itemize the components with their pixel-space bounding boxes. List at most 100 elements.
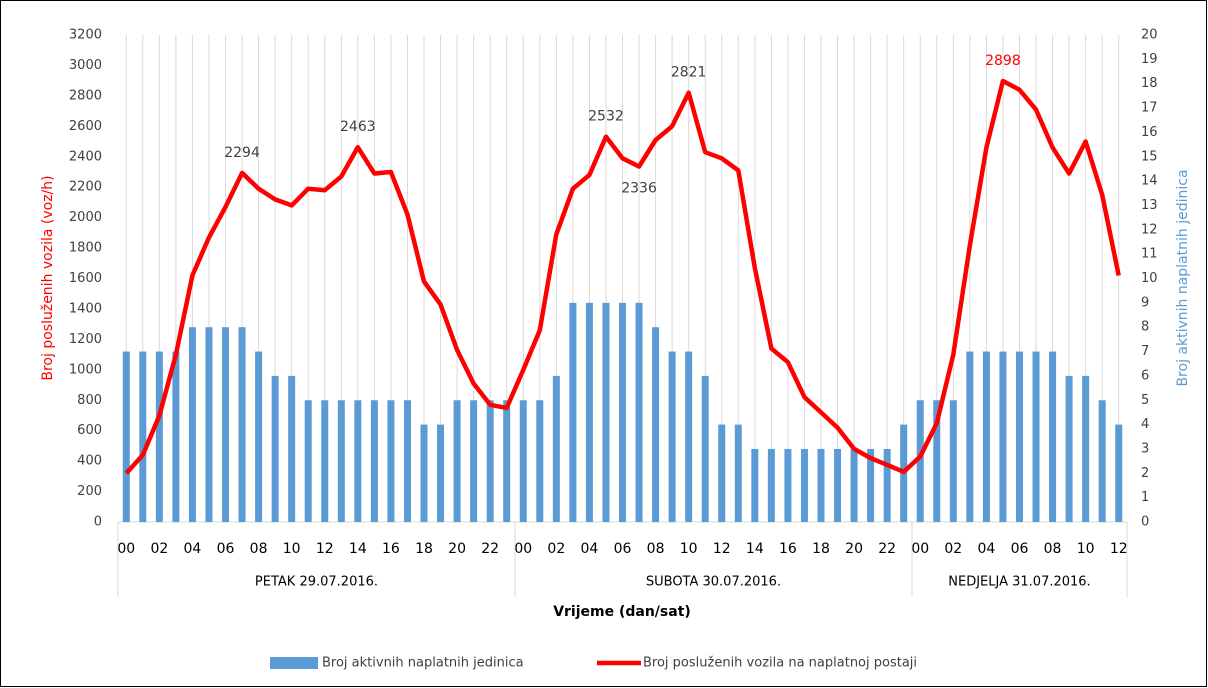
y-tick-label: 600 bbox=[77, 423, 102, 438]
group-label: SUBOTA 30.07.2016. bbox=[646, 575, 781, 590]
x-axis-title: Vrijeme (dan/sat) bbox=[553, 604, 691, 620]
x-tick-label: 04 bbox=[581, 541, 599, 557]
bar bbox=[817, 448, 825, 522]
bar bbox=[222, 327, 230, 522]
bar bbox=[602, 302, 610, 522]
bar bbox=[1082, 375, 1090, 522]
bar bbox=[619, 302, 626, 522]
bar bbox=[420, 424, 428, 522]
x-tick-label: 14 bbox=[349, 541, 367, 557]
y2-tick-label: 19 bbox=[1141, 52, 1158, 67]
y2-tick-label: 13 bbox=[1141, 198, 1158, 213]
line bbox=[124, 78, 1121, 475]
x-tick-label: 20 bbox=[845, 541, 863, 557]
y-tick-label: 2000 bbox=[69, 210, 102, 225]
y2-tick-label: 20 bbox=[1141, 28, 1158, 43]
y2-tick-label: 12 bbox=[1141, 222, 1158, 237]
bar bbox=[370, 400, 378, 522]
y2-tick-label: 8 bbox=[1141, 320, 1149, 335]
bar bbox=[933, 400, 941, 522]
x-tick-label: 08 bbox=[250, 541, 268, 557]
y2-tick-label: 1 bbox=[1141, 490, 1149, 505]
y-tick-label: 1600 bbox=[69, 271, 102, 286]
x-tick-label: 06 bbox=[217, 541, 235, 557]
bar bbox=[1015, 351, 1023, 522]
x-tick-label: 04 bbox=[977, 541, 995, 557]
bar bbox=[569, 302, 577, 522]
bar bbox=[718, 424, 726, 522]
y-tick-label: 400 bbox=[77, 454, 102, 469]
bar bbox=[155, 351, 163, 522]
data-label: 2898 bbox=[985, 53, 1021, 69]
x-tick-label: 02 bbox=[150, 541, 168, 557]
x-tick-label: 20 bbox=[448, 541, 466, 557]
bar bbox=[536, 400, 544, 522]
data-label: 2532 bbox=[588, 109, 624, 125]
data-label: 2463 bbox=[340, 119, 376, 135]
bar bbox=[337, 400, 345, 522]
bar bbox=[552, 375, 560, 522]
legend-swatch bbox=[270, 657, 318, 669]
bar bbox=[122, 351, 130, 522]
data-label: 2294 bbox=[224, 145, 260, 161]
legend-label: Broj posluženih vozila na naplatnoj post… bbox=[643, 656, 917, 671]
x-tick-label: 12 bbox=[713, 541, 731, 557]
y-tick-label: 200 bbox=[77, 484, 102, 499]
y-tick-label: 3200 bbox=[69, 28, 102, 43]
bar bbox=[883, 448, 891, 522]
x-tick-label: 14 bbox=[746, 541, 764, 557]
bar bbox=[519, 400, 527, 522]
bar bbox=[288, 375, 296, 522]
y2-tick-label: 7 bbox=[1141, 344, 1149, 359]
bar bbox=[470, 400, 478, 522]
bar bbox=[354, 400, 362, 522]
bar bbox=[767, 448, 775, 522]
bar bbox=[916, 400, 924, 522]
x-tick-label: 10 bbox=[283, 541, 301, 557]
x-tick-label: 06 bbox=[614, 541, 632, 557]
bar bbox=[834, 448, 842, 522]
y2-axis-title: Broj aktivnih naplatnih jedinica bbox=[1175, 169, 1191, 386]
x-tick-label: 16 bbox=[779, 541, 797, 557]
bar bbox=[486, 400, 494, 522]
y2-tick-label: 3 bbox=[1141, 441, 1149, 456]
y2-tick-label: 17 bbox=[1141, 101, 1158, 116]
x-tick-label: 00 bbox=[514, 541, 532, 557]
bar bbox=[685, 351, 693, 522]
y2-tick-label: 5 bbox=[1141, 393, 1149, 408]
bar bbox=[668, 351, 676, 522]
x-tick-label: 22 bbox=[878, 541, 896, 557]
y2-tick-label: 11 bbox=[1141, 247, 1158, 262]
bar bbox=[800, 448, 808, 522]
x-tick-label: 00 bbox=[117, 541, 135, 557]
bar bbox=[1049, 351, 1057, 522]
y-tick-label: 1800 bbox=[69, 241, 102, 256]
bar bbox=[172, 351, 180, 522]
bar bbox=[205, 327, 213, 522]
x-tick-label: 18 bbox=[812, 541, 830, 557]
bar bbox=[1065, 375, 1073, 522]
bar bbox=[238, 327, 246, 522]
x-tick-label: 02 bbox=[944, 541, 962, 557]
y-tick-label: 3000 bbox=[69, 58, 102, 73]
x-tick-label: 04 bbox=[184, 541, 202, 557]
y2-tick-label: 14 bbox=[1141, 174, 1158, 189]
y-tick-label: 1200 bbox=[69, 332, 102, 347]
x-tick-label: 00 bbox=[911, 541, 929, 557]
bar bbox=[139, 351, 147, 522]
y2-tick-label: 6 bbox=[1141, 368, 1149, 383]
x-tick-label: 06 bbox=[1011, 541, 1029, 557]
x-tick-label: 12 bbox=[316, 541, 334, 557]
y-tick-label: 2200 bbox=[69, 180, 102, 195]
bar bbox=[982, 351, 990, 522]
bar bbox=[1098, 400, 1106, 522]
bar bbox=[635, 302, 643, 522]
bar bbox=[966, 351, 974, 522]
x-tick-label: 08 bbox=[647, 541, 665, 557]
y2-tick-label: 2 bbox=[1141, 466, 1149, 481]
x-tick-label: 12 bbox=[1110, 541, 1128, 557]
bar bbox=[652, 327, 660, 522]
x-tick-label: 18 bbox=[415, 541, 433, 557]
bar bbox=[999, 351, 1007, 522]
